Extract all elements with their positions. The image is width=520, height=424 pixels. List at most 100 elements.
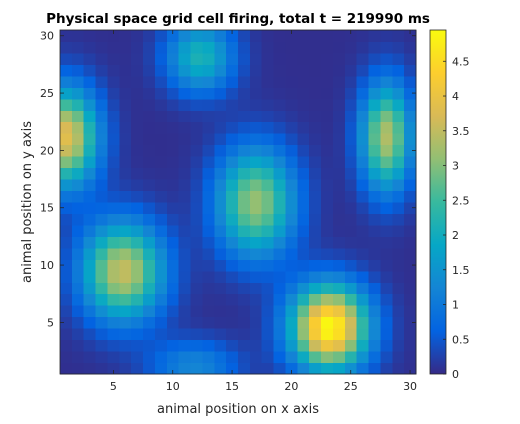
heatmap-cell <box>392 316 405 329</box>
y-axis: 5 10 15 20 25 30 <box>40 30 416 329</box>
heatmap-cell <box>154 293 168 306</box>
heatmap-cell <box>380 144 393 157</box>
heatmap-cell <box>261 236 275 249</box>
heatmap-cell <box>83 270 97 283</box>
heatmap-cell <box>332 224 346 237</box>
heatmap-cell <box>238 87 251 100</box>
heatmap-cell <box>249 64 263 77</box>
x-tick-label: 15 <box>225 380 239 393</box>
heatmap-cell <box>356 87 370 100</box>
heatmap-cell <box>131 282 144 295</box>
heatmap-cell <box>344 339 358 352</box>
heatmap-cell <box>190 316 203 329</box>
heatmap-cell <box>143 259 156 272</box>
heatmap-cell <box>143 190 156 203</box>
heatmap-cell <box>107 339 120 352</box>
heatmap-cell <box>356 110 370 123</box>
x-tick-label: 5 <box>110 380 117 393</box>
heatmap-cell <box>380 98 393 111</box>
colorbar: 0 0.5 1 1.5 2 2.5 3 3.5 4 4.5 <box>429 29 470 381</box>
heatmap-cell <box>178 362 192 375</box>
heatmap-cell <box>119 305 132 318</box>
heatmap-cell <box>297 339 310 352</box>
heatmap-cell <box>131 362 144 375</box>
heatmap-cell <box>285 202 298 214</box>
heatmap-cell <box>95 75 108 88</box>
heatmap-cell <box>404 133 417 146</box>
heatmap-cell <box>238 52 251 65</box>
heatmap-cell <box>166 87 180 100</box>
heatmap-cell <box>166 167 180 180</box>
heatmap-cell <box>344 156 358 169</box>
heatmap-cell <box>297 64 310 77</box>
heatmap-cell <box>71 52 85 65</box>
heatmap-cell <box>95 305 108 318</box>
heatmap-cell <box>285 156 298 169</box>
heatmap-cell <box>178 270 192 283</box>
heatmap-cell <box>107 110 120 123</box>
heatmap-cell <box>202 179 215 192</box>
heatmap-cell <box>332 52 346 65</box>
heatmap-cell <box>249 98 263 111</box>
heatmap-cell <box>226 190 239 203</box>
heatmap-cell <box>309 259 322 272</box>
heatmap-cell <box>380 316 393 329</box>
heatmap-cell <box>261 133 275 146</box>
heatmap-cell <box>321 179 334 192</box>
heatmap-cell <box>60 305 73 318</box>
heatmap-cell <box>380 87 393 100</box>
heatmap-cell <box>166 293 180 306</box>
heatmap-cell <box>321 64 334 77</box>
heatmap-cell <box>309 202 322 214</box>
heatmap-cell <box>143 110 156 123</box>
heatmap-cell <box>190 247 203 260</box>
plot-frame <box>59 29 417 375</box>
heatmap-cell <box>356 202 370 214</box>
heatmap-cell <box>143 167 156 180</box>
heatmap-cell <box>202 133 215 146</box>
heatmap-cell <box>238 247 251 260</box>
heatmap-cell <box>202 362 215 375</box>
heatmap-cell <box>309 30 322 42</box>
heatmap-cell <box>190 224 203 237</box>
heatmap-cell <box>392 328 405 341</box>
heatmap-cell <box>190 133 203 146</box>
heatmap-cell <box>332 247 346 260</box>
heatmap-cell <box>321 351 334 364</box>
heatmap-cell <box>238 190 251 203</box>
heatmap-cell <box>119 339 132 352</box>
heatmap-cell <box>190 98 203 111</box>
heatmap-cell <box>380 328 393 341</box>
heatmap-cell <box>404 190 417 203</box>
heatmap-cell <box>119 282 132 295</box>
heatmap-cell <box>190 236 203 249</box>
heatmap-cell <box>392 64 405 77</box>
heatmap-cell <box>178 282 192 295</box>
heatmap-cell <box>380 270 393 283</box>
heatmap-cell <box>238 224 251 237</box>
heatmap-cell <box>344 167 358 180</box>
heatmap-cell <box>344 236 358 249</box>
heatmap-cell <box>71 305 85 318</box>
heatmap-cell <box>143 156 156 169</box>
heatmap-cell <box>321 110 334 123</box>
heatmap-cell <box>392 202 405 214</box>
heatmap-cell <box>226 351 239 364</box>
heatmap-cell <box>214 87 227 100</box>
heatmap-cell <box>368 282 381 295</box>
heatmap-cell <box>107 202 120 214</box>
heatmap-cell <box>273 362 286 375</box>
heatmap-cell <box>368 52 381 65</box>
heatmap-cell <box>261 167 275 180</box>
heatmap-cell <box>60 30 73 42</box>
heatmap-cell <box>154 156 168 169</box>
heatmap-cell <box>273 270 286 283</box>
heatmap-cell <box>60 224 73 237</box>
heatmap-cell <box>166 351 180 364</box>
heatmap-cell <box>178 41 192 54</box>
heatmap-cell <box>368 213 381 226</box>
heatmap-cell <box>154 224 168 237</box>
heatmap-cell <box>71 259 85 272</box>
heatmap-cell <box>178 110 192 123</box>
heatmap-cell <box>131 270 144 283</box>
